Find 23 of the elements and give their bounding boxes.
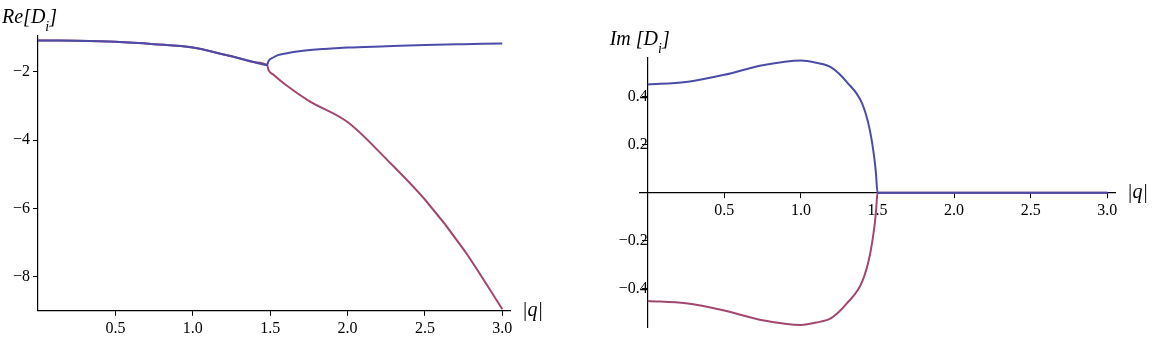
x-tick-label: 2.5 <box>1020 200 1041 218</box>
x-tick-label: 2.5 <box>414 318 435 336</box>
x-tick-label: 1.0 <box>790 200 811 218</box>
line-series <box>646 59 1109 194</box>
x-tick-label: 1.0 <box>182 318 203 336</box>
x-tick-label: 3.0 <box>492 318 513 336</box>
y-tick-label: 0.4 <box>627 86 648 104</box>
x-axis-title: |q| <box>1127 179 1148 203</box>
y-tick-label: −2 <box>12 62 31 80</box>
x-tick-label: 0.5 <box>714 200 735 218</box>
y-tick-label: −0.4 <box>618 279 648 297</box>
x-axis-title: |q| <box>522 298 543 322</box>
x-tick-label: 0.5 <box>105 318 126 336</box>
y-tick-label: −0.2 <box>618 231 648 249</box>
line-series <box>38 39 504 67</box>
y-tick-label: −8 <box>12 266 31 284</box>
y-tick-label: −6 <box>12 198 31 216</box>
y-tick-label: −4 <box>12 130 31 148</box>
x-tick-label: 3.0 <box>1097 200 1118 218</box>
x-tick-label: 1.5 <box>260 318 281 336</box>
x-tick-label: 2.0 <box>944 200 965 218</box>
x-tick-label: 2.0 <box>337 318 358 336</box>
y-tick-label: 0.2 <box>627 134 648 152</box>
